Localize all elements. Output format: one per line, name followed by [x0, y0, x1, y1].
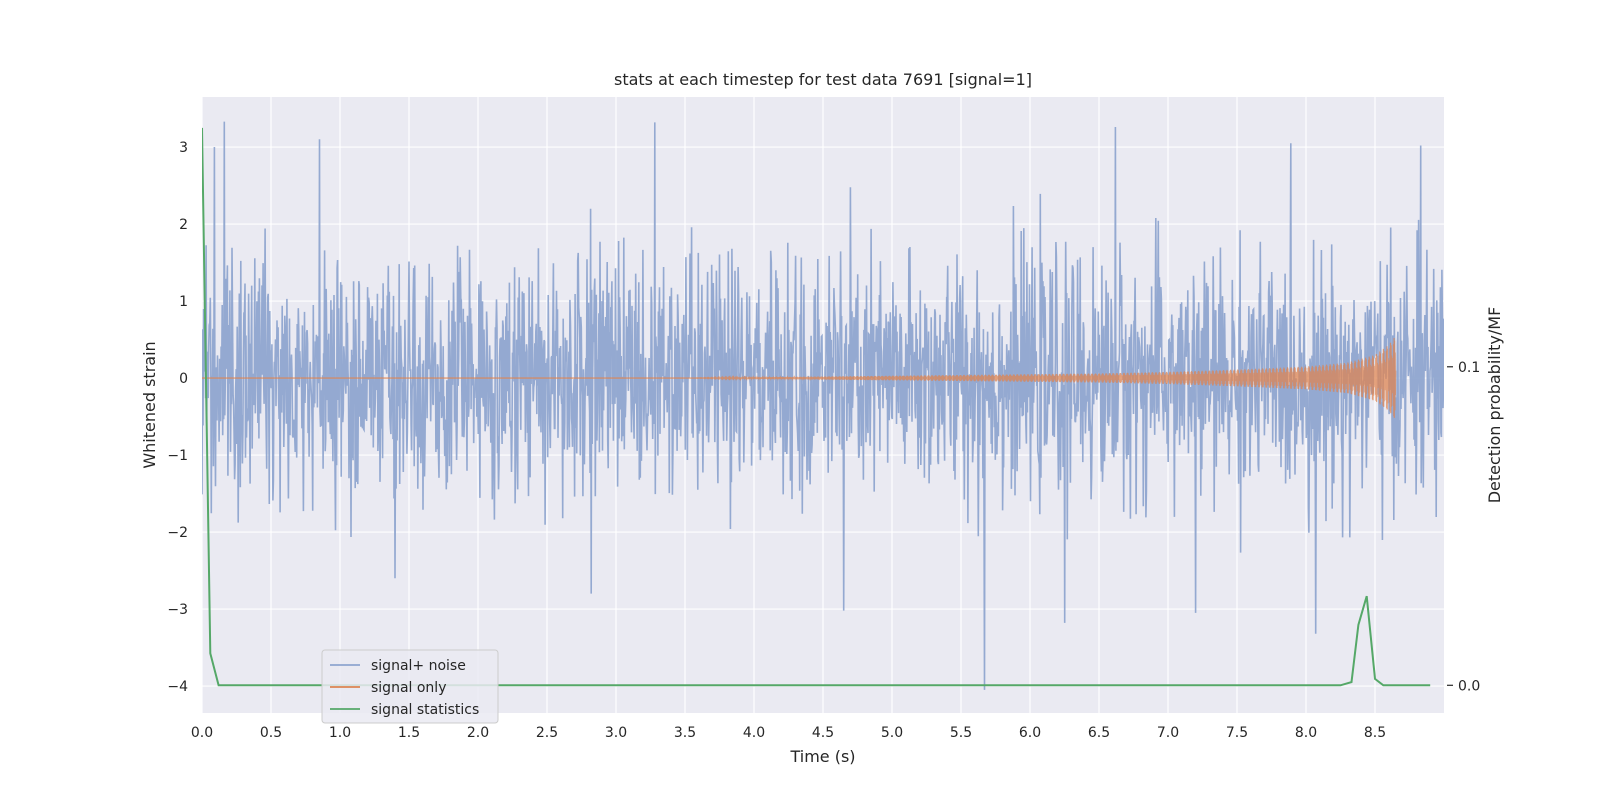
series-signal-only: [684, 337, 1397, 418]
series-layer: [202, 121, 1444, 690]
x-tick-label: 4.5: [812, 725, 834, 741]
x-tick-label: 0.0: [191, 725, 213, 741]
legend-label-noise: signal+ noise: [371, 658, 466, 674]
x-tick-label: 3.0: [605, 725, 627, 741]
chart-title: stats at each timestep for test data 769…: [614, 70, 1032, 89]
ticks-layer: 0.0 0.5 1.0 1.5 2.0 2.5 3.0 3.5 4.0 4.5 5.0 5.5 6.0 6…: [167, 140, 1480, 741]
x-tick-label: 3.5: [674, 725, 696, 741]
y-tick-label: −3: [167, 602, 188, 618]
y-right-tick-label: 0.1: [1458, 360, 1480, 376]
x-tick-label: 0.5: [260, 725, 282, 741]
y-tick-label: 1: [179, 294, 188, 310]
x-tick-label: 2.5: [536, 725, 558, 741]
x-tick-label: 6.0: [1019, 725, 1041, 741]
y-right-tick-label: 0.0: [1458, 678, 1480, 694]
x-tick-label: 2.0: [467, 725, 489, 741]
legend-label-statistics: signal statistics: [371, 702, 479, 718]
x-tick-label: 8.0: [1295, 725, 1317, 741]
x-tick-label: 5.0: [881, 725, 903, 741]
y-tick-label: 3: [179, 140, 188, 156]
x-tick-label: 7.0: [1157, 725, 1179, 741]
x-tick-label: 1.5: [398, 725, 420, 741]
x-tick-label: 8.5: [1364, 725, 1386, 741]
x-tick-label: 1.0: [329, 725, 351, 741]
y-tick-label: −2: [167, 525, 188, 541]
y-tick-label: −4: [167, 679, 188, 695]
x-tick-label: 4.0: [743, 725, 765, 741]
series-signal-statistics: [202, 127, 1431, 687]
x-tick-label: 5.5: [950, 725, 972, 741]
y-tick-label: −1: [167, 448, 188, 464]
x-tick-label: 6.5: [1088, 725, 1110, 741]
legend-box: [321, 649, 499, 724]
y-tick-label: 2: [179, 217, 188, 233]
x-tick-label: 7.5: [1226, 725, 1248, 741]
legend-label-signal: signal only: [371, 680, 446, 696]
y-tick-label: 0: [179, 371, 188, 387]
legend: signal+ noise signal only signal statist…: [321, 649, 499, 724]
y-axis-label: Whitened strain: [140, 341, 159, 468]
y-axis-right-label: Detection probability/MF: [1485, 307, 1504, 504]
x-axis-label: Time (s): [789, 747, 855, 766]
